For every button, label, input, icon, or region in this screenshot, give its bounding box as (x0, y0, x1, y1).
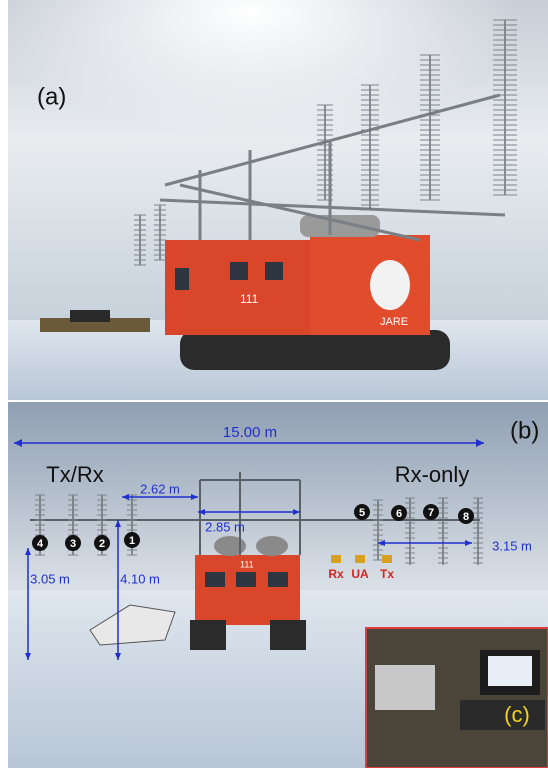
laptop-keyboard (460, 700, 545, 730)
group-label: Rx-only (395, 462, 470, 487)
antenna-numbers: 1 2 3 4 5 6 7 8 (32, 504, 474, 551)
panel-label: (c) (504, 702, 530, 727)
track (270, 620, 306, 650)
dimension-label: 2.62 m (140, 481, 180, 496)
unit-labels: Rx UA Tx (328, 555, 394, 581)
sled (89, 604, 176, 646)
group-label: Tx/Rx (46, 462, 103, 487)
antenna-number: 6 (396, 508, 402, 520)
antenna-badge (124, 532, 140, 548)
tracks (180, 330, 450, 370)
vehicle-number: 111 (240, 292, 259, 306)
window (205, 572, 225, 587)
inset-border (365, 627, 548, 768)
window (236, 572, 256, 587)
window (265, 262, 283, 280)
panel-a: (a) 111 JARE (8, 0, 548, 400)
dimension-label: 15.00 m (223, 424, 277, 441)
vehicle-text: JARE (380, 316, 408, 328)
window (268, 572, 288, 587)
panel-label: (b) (510, 417, 539, 444)
unit-label: Tx (380, 567, 394, 581)
laptop-display (488, 656, 532, 686)
antenna-badge (423, 504, 439, 520)
unit-box (382, 555, 392, 563)
unit-box (331, 555, 341, 563)
panel-c: (c) (365, 627, 548, 768)
frame (30, 472, 480, 555)
window (230, 262, 248, 280)
track (190, 620, 226, 650)
engine-cover (214, 536, 246, 556)
dimension-lines (14, 439, 484, 660)
antenna-number: 2 (99, 538, 105, 550)
antenna-badge (458, 508, 474, 524)
equipment (375, 665, 435, 710)
unit-label: UA (351, 567, 369, 581)
vehicle-cab (165, 240, 315, 335)
antenna-badge (65, 535, 81, 551)
antenna-number: 3 (70, 538, 76, 550)
antenna-badge (32, 535, 48, 551)
panel-label: (a) (37, 83, 66, 110)
antennas-a (134, 19, 517, 266)
vehicle (195, 555, 300, 625)
antenna-number: 5 (359, 507, 365, 519)
antenna-number: 1 (129, 535, 135, 547)
unit-label: Rx (328, 567, 344, 581)
dimension-label: 4.10 m (120, 571, 160, 586)
antenna-number: 4 (37, 538, 44, 550)
dimension-label: 3.05 m (30, 571, 70, 586)
antenna-badge (94, 535, 110, 551)
antenna-number: 8 (463, 511, 469, 523)
dimension-label: 3.15 m (492, 538, 532, 553)
vehicle-number: 111 (240, 559, 254, 569)
emblem (370, 260, 410, 310)
sled (40, 318, 150, 332)
sled-load (70, 310, 110, 322)
dimension-label: 2.85 m (205, 519, 245, 534)
window (175, 268, 189, 290)
unit-box (355, 555, 365, 563)
antenna-number: 7 (428, 507, 434, 519)
antenna-badge (354, 504, 370, 520)
antenna-badge (391, 505, 407, 521)
engine-cover (300, 215, 380, 237)
engine-cover (256, 536, 288, 556)
